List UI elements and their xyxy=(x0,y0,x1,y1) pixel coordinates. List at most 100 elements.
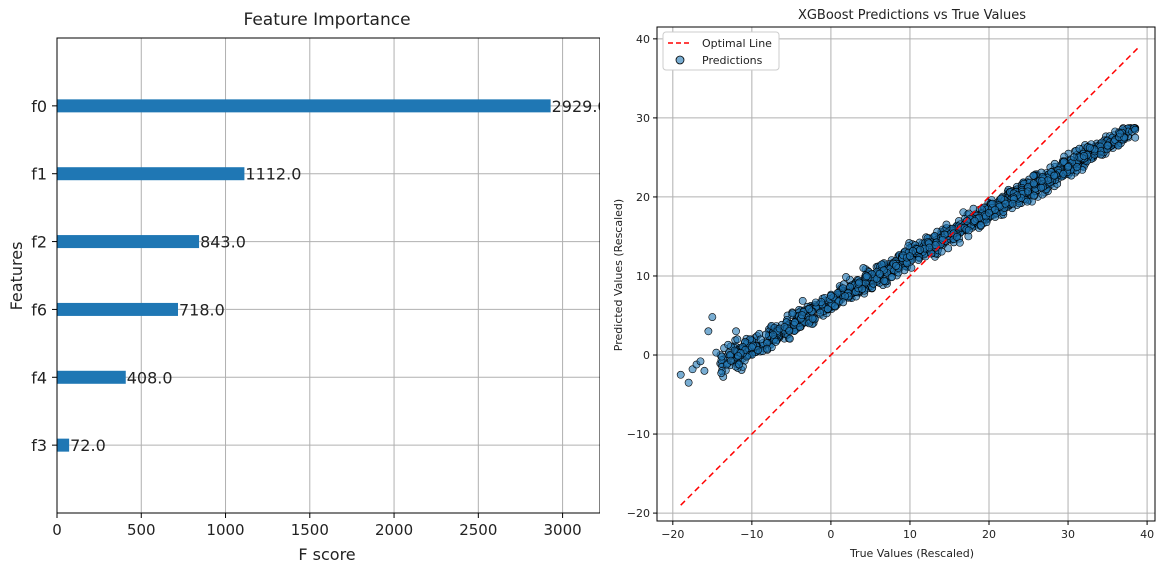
prediction-point xyxy=(830,302,839,310)
legend-optimal-line-label: Optimal Line xyxy=(702,37,772,50)
prediction-point xyxy=(970,216,979,225)
prediction-point xyxy=(734,352,743,360)
prediction-point xyxy=(811,298,820,307)
prediction-point xyxy=(1037,183,1046,192)
prediction-point xyxy=(704,327,713,336)
prediction-point xyxy=(1116,129,1124,138)
prediction-point xyxy=(1131,133,1140,142)
prediction-point xyxy=(1073,163,1081,171)
prediction-point xyxy=(732,327,740,336)
y-tick-label: 30 xyxy=(636,112,650,125)
prediction-point xyxy=(887,273,896,282)
prediction-point xyxy=(823,304,832,313)
y-tick-label: 20 xyxy=(636,191,650,204)
prediction-point xyxy=(892,262,900,270)
y-tick-label-f3: f3 xyxy=(31,436,47,455)
prediction-point xyxy=(808,314,817,323)
x-tick-label: 40 xyxy=(1140,528,1154,541)
prediction-point xyxy=(1131,125,1140,134)
prediction-point xyxy=(855,278,864,287)
prediction-point xyxy=(756,335,765,344)
prediction-point xyxy=(1037,177,1046,185)
y-tick-label: −20 xyxy=(627,507,650,520)
prediction-point xyxy=(880,276,889,285)
prediction-point xyxy=(733,335,742,344)
prediction-point xyxy=(790,318,799,327)
prediction-point xyxy=(985,208,993,217)
legend-predictions-marker xyxy=(675,55,685,65)
y-tick-label-f1: f1 xyxy=(31,165,47,184)
prediction-point xyxy=(1029,171,1038,180)
prediction-point xyxy=(1059,170,1068,178)
prediction-point xyxy=(1103,141,1112,150)
bar-value-label-f2: 843.0 xyxy=(200,233,246,252)
bar-f4 xyxy=(57,370,126,384)
prediction-point xyxy=(964,226,973,235)
prediction-point xyxy=(785,326,794,335)
prediction-point xyxy=(1050,159,1059,168)
prediction-point xyxy=(997,194,1005,203)
prediction-point xyxy=(875,269,884,278)
optimal-line xyxy=(680,46,1140,506)
y-tick-label: 10 xyxy=(636,270,650,283)
prediction-point xyxy=(931,241,940,250)
prediction-point xyxy=(769,330,778,339)
bar-f2 xyxy=(57,235,200,249)
y-tick-label-f2: f2 xyxy=(31,233,47,252)
prediction-point xyxy=(1064,163,1072,171)
prediction-point xyxy=(788,309,797,318)
prediction-point xyxy=(798,311,806,320)
prediction-point xyxy=(1069,153,1078,162)
prediction-point xyxy=(676,370,685,379)
prediction-point xyxy=(969,204,978,213)
predictions-title: XGBoost Predictions vs True Values xyxy=(798,8,1026,23)
prediction-point xyxy=(1023,197,1032,206)
x-tick-label: 10 xyxy=(903,528,917,541)
prediction-point xyxy=(700,366,709,375)
x-tick-label: 0 xyxy=(827,528,834,541)
bar-value-label-f1: 1112.0 xyxy=(245,165,301,184)
y-tick-label: −10 xyxy=(627,428,650,441)
x-tick-label: 500 xyxy=(127,521,156,539)
x-tick-label: −20 xyxy=(661,528,684,541)
prediction-point xyxy=(753,346,762,355)
prediction-point xyxy=(906,252,914,261)
prediction-point xyxy=(1085,143,1094,152)
predictions-ylabel: Predicted Values (Rescaled) xyxy=(612,199,625,351)
prediction-point xyxy=(684,378,693,387)
predictions-frame xyxy=(656,26,1156,522)
predictions-xlabel: True Values (Rescaled) xyxy=(849,547,974,560)
feature-importance-xlabel: F score xyxy=(298,545,355,563)
prediction-point xyxy=(916,245,925,254)
bar-f6 xyxy=(57,302,179,316)
prediction-point xyxy=(724,340,733,349)
legend-box xyxy=(662,31,780,71)
x-tick-label: 2000 xyxy=(375,521,413,539)
bar-f3 xyxy=(57,438,70,452)
prediction-point xyxy=(839,298,848,307)
prediction-point xyxy=(1023,187,1032,196)
bar-value-label-f3: 72.0 xyxy=(70,436,106,455)
x-tick-label: 0 xyxy=(52,521,62,539)
prediction-point xyxy=(1096,150,1105,159)
x-tick-label: −10 xyxy=(740,528,763,541)
legend-predictions-label: Predictions xyxy=(702,54,763,67)
prediction-point xyxy=(842,273,850,281)
prediction-point xyxy=(859,264,868,272)
prediction-point xyxy=(717,369,726,378)
bar-value-label-f6: 718.0 xyxy=(179,300,225,319)
y-tick-label: 0 xyxy=(643,349,650,362)
x-tick-label: 1500 xyxy=(291,521,329,539)
prediction-point xyxy=(798,296,807,305)
prediction-point xyxy=(1008,199,1017,208)
prediction-point xyxy=(747,343,756,352)
bar-value-label-f0: 2929.0 xyxy=(552,97,600,116)
prediction-point xyxy=(862,272,871,281)
predictions-panel: XGBoost Predictions vs True Values −20 −1… xyxy=(600,0,1158,567)
x-tick-label: 20 xyxy=(982,528,996,541)
prediction-point xyxy=(717,352,726,361)
x-tick-label: 30 xyxy=(1061,528,1075,541)
y-tick-label: 40 xyxy=(636,33,650,46)
bar-f1 xyxy=(57,167,245,181)
prediction-point xyxy=(963,217,971,225)
